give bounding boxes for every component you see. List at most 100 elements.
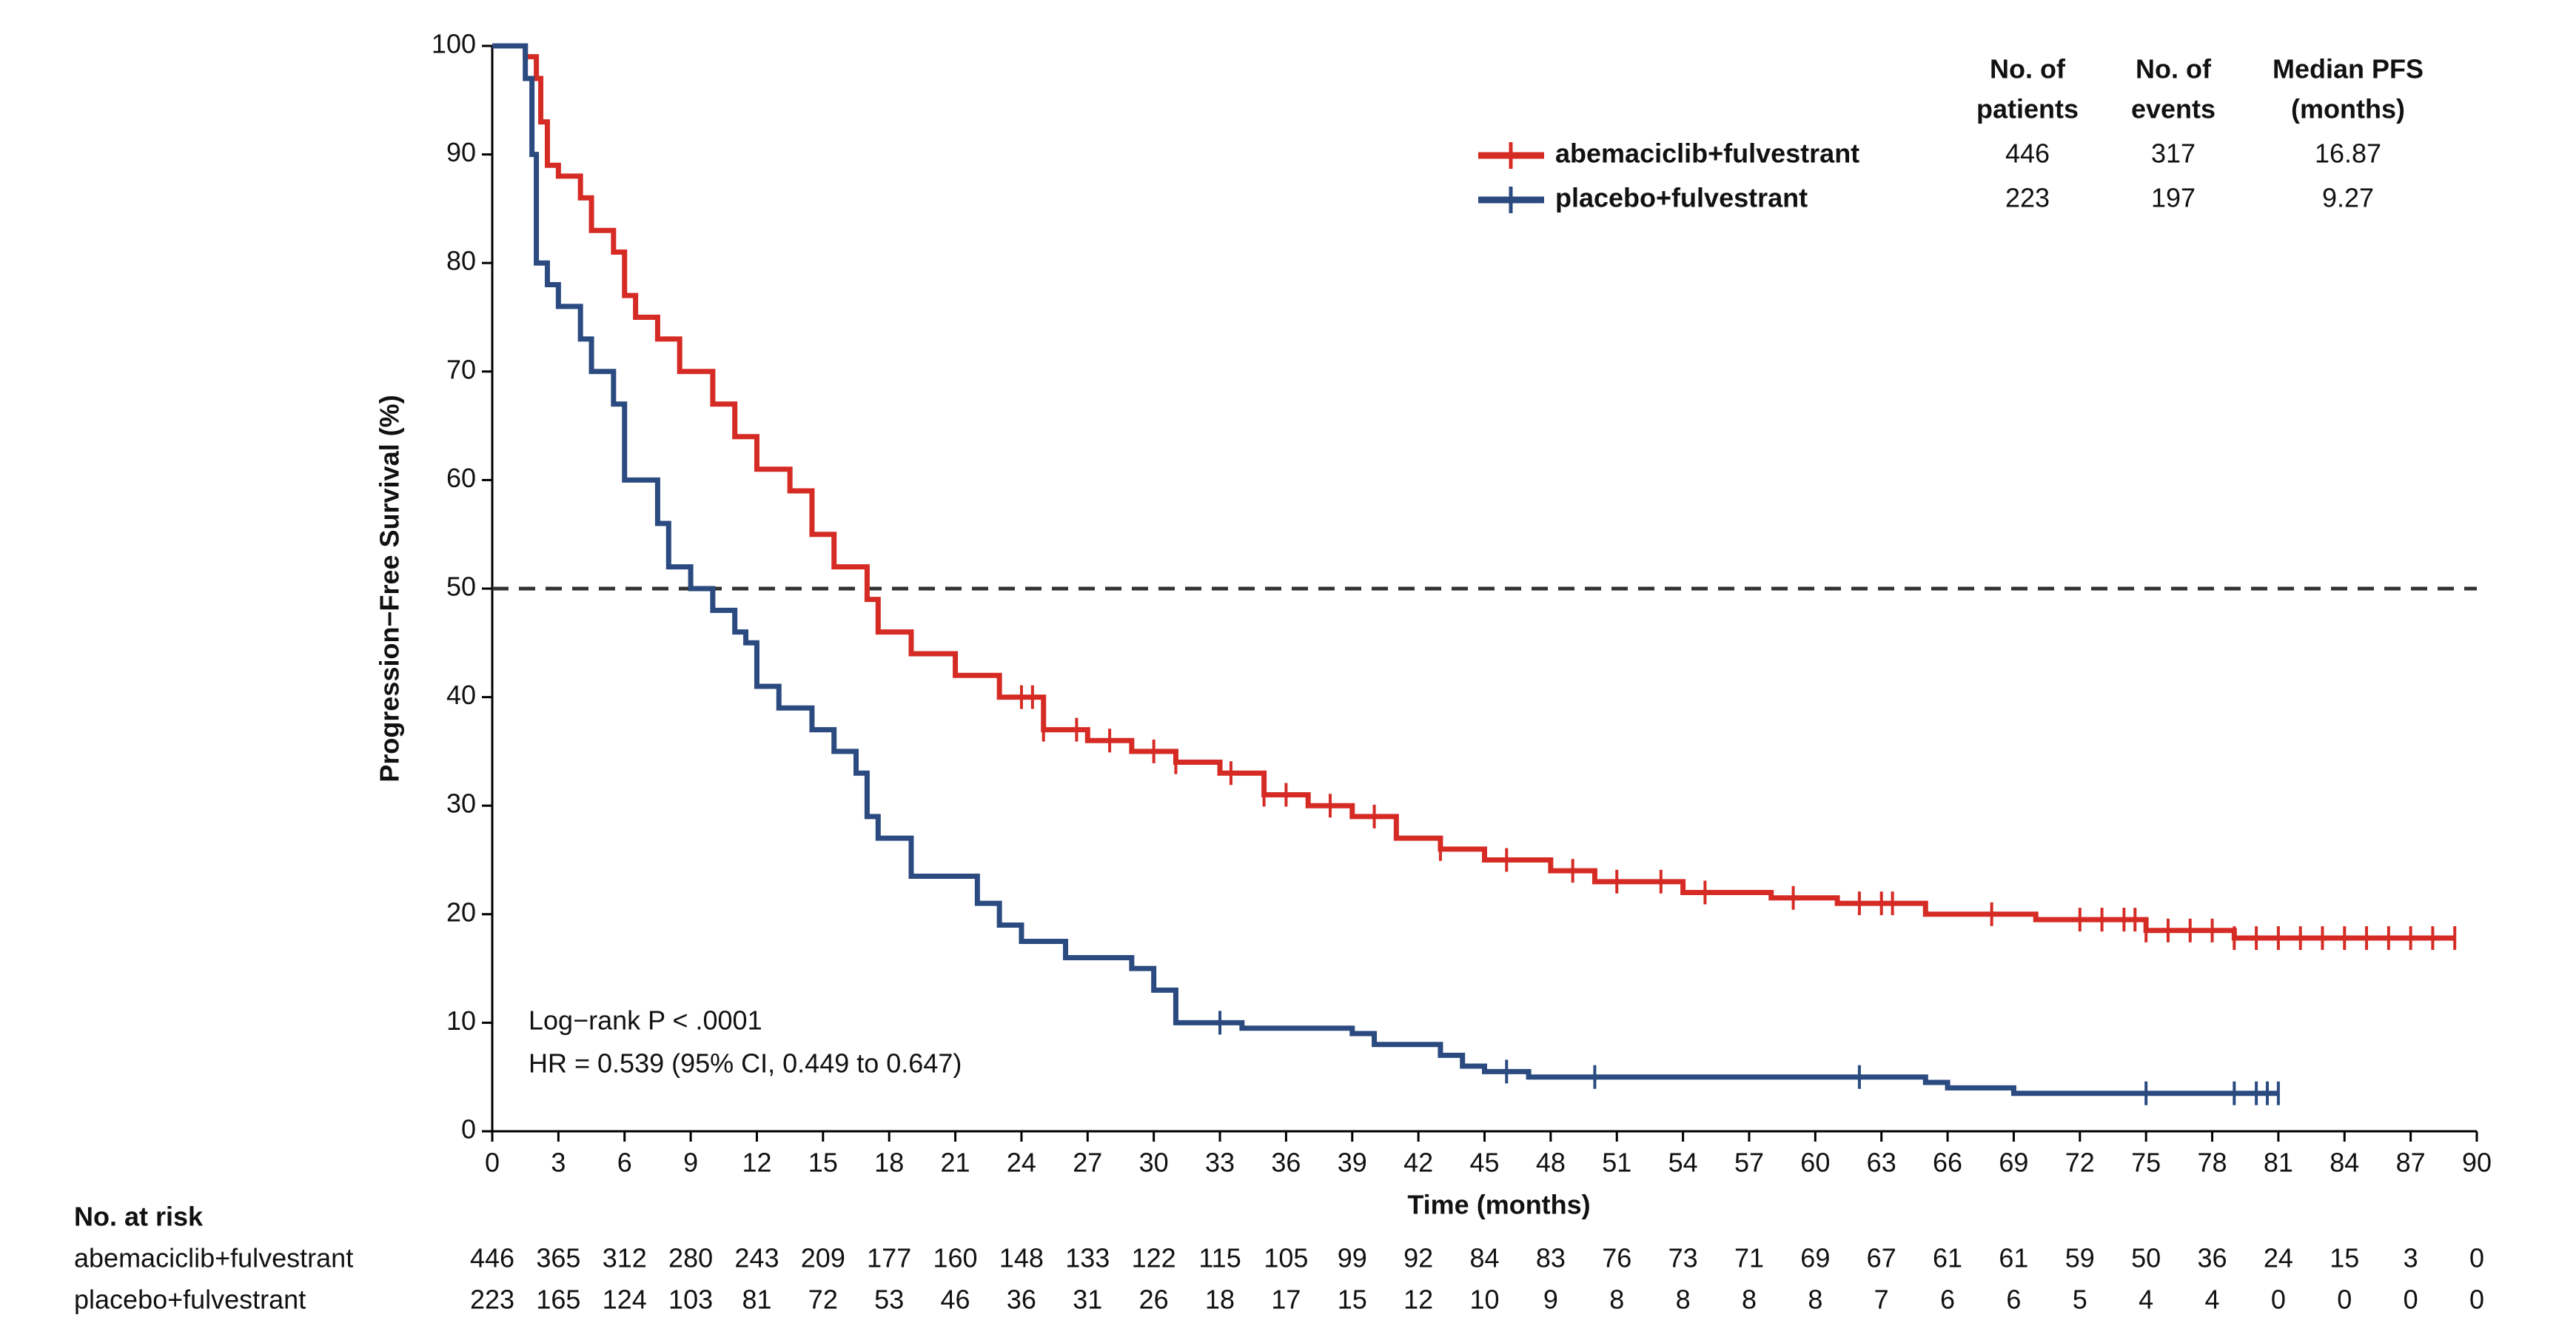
x-tick-label: 81 [2264, 1148, 2293, 1178]
risk-count: 124 [603, 1285, 647, 1315]
legend-cell: 446 [2005, 138, 2050, 169]
legend-cell: 317 [2151, 138, 2196, 169]
risk-count: 15 [2330, 1243, 2359, 1273]
x-tick-label: 36 [1271, 1148, 1301, 1178]
risk-count: 0 [2337, 1285, 2352, 1315]
risk-count: 243 [734, 1243, 779, 1273]
x-tick-label: 69 [1999, 1148, 2028, 1178]
legend-header: Median PFS [2273, 54, 2424, 84]
risk-count: 8 [1808, 1285, 1822, 1315]
risk-count: 71 [1734, 1243, 1764, 1273]
x-tick-label: 15 [808, 1148, 838, 1178]
risk-count: 61 [1933, 1243, 1962, 1273]
risk-count: 3 [2404, 1243, 2418, 1273]
x-tick-label: 12 [742, 1148, 771, 1178]
legend-header: (months) [2291, 94, 2405, 124]
x-tick-label: 21 [941, 1148, 970, 1178]
risk-count: 105 [1264, 1243, 1308, 1273]
risk-count: 4 [2205, 1285, 2220, 1315]
risk-count: 83 [1536, 1243, 1566, 1273]
x-tick-label: 90 [2462, 1148, 2492, 1178]
km-curve [492, 43, 2278, 1096]
legend-header: events [2131, 94, 2216, 124]
risk-count: 53 [874, 1285, 904, 1315]
x-tick-label: 42 [1403, 1148, 1433, 1178]
y-axis-label: Progression−Free Survival (%) [375, 395, 405, 782]
x-tick-label: 48 [1536, 1148, 1566, 1178]
risk-count: 115 [1198, 1243, 1241, 1273]
risk-count: 46 [941, 1285, 970, 1315]
risk-count: 5 [2073, 1285, 2087, 1315]
risk-count: 365 [536, 1243, 580, 1273]
y-tick-label: 50 [446, 572, 476, 602]
km-curve [492, 43, 2455, 941]
risk-count: 92 [1403, 1243, 1433, 1273]
y-tick-label: 40 [446, 680, 476, 710]
risk-count: 31 [1073, 1285, 1102, 1315]
x-tick-label: 33 [1205, 1148, 1235, 1178]
risk-count: 280 [668, 1243, 713, 1273]
x-tick-label: 24 [1007, 1148, 1036, 1178]
legend-header: No. of [2136, 54, 2212, 84]
risk-count: 0 [2469, 1285, 2484, 1315]
x-tick-label: 0 [485, 1148, 500, 1178]
x-tick-label: 6 [617, 1148, 632, 1178]
x-tick-label: 39 [1338, 1148, 1367, 1178]
x-tick-label: 75 [2131, 1148, 2161, 1178]
risk-count: 6 [2006, 1285, 2021, 1315]
legend-label: abemaciclib+fulvestrant [1555, 138, 1859, 169]
risk-count: 0 [2271, 1285, 2286, 1315]
legend-header: No. of [1990, 54, 2066, 84]
risk-count: 165 [536, 1285, 580, 1315]
risk-count: 160 [933, 1243, 978, 1273]
risk-count: 223 [470, 1285, 514, 1315]
x-tick-label: 84 [2330, 1148, 2359, 1178]
risk-count: 7 [1874, 1285, 1889, 1315]
legend-cell: 197 [2151, 183, 2196, 213]
y-tick-label: 60 [446, 463, 476, 493]
x-tick-label: 30 [1139, 1148, 1169, 1178]
x-tick-label: 57 [1734, 1148, 1764, 1178]
risk-row-label: abemaciclib+fulvestrant [74, 1243, 353, 1273]
risk-count: 8 [1676, 1285, 1691, 1315]
y-tick-label: 20 [446, 897, 476, 927]
risk-count: 67 [1867, 1243, 1896, 1273]
risk-count: 99 [1338, 1243, 1367, 1273]
risk-count: 17 [1271, 1285, 1301, 1315]
legend-label: placebo+fulvestrant [1555, 183, 1808, 213]
x-tick-label: 45 [1469, 1148, 1499, 1178]
risk-count: 50 [2131, 1243, 2161, 1273]
annotation: HR = 0.539 (95% CI, 0.449 to 0.647) [529, 1048, 962, 1079]
risk-count: 76 [1602, 1243, 1631, 1273]
risk-count: 133 [1065, 1243, 1110, 1273]
x-tick-label: 63 [1867, 1148, 1896, 1178]
risk-count: 73 [1668, 1243, 1698, 1273]
risk-count: 24 [2264, 1243, 2293, 1273]
risk-count: 84 [1469, 1243, 1499, 1273]
y-tick-label: 70 [446, 354, 476, 384]
legend-cell: 16.87 [2315, 138, 2381, 169]
y-tick-label: 100 [432, 29, 476, 59]
legend-cell: 9.27 [2322, 183, 2374, 213]
x-tick-label: 9 [683, 1148, 698, 1178]
x-tick-label: 60 [1800, 1148, 1830, 1178]
risk-count: 12 [1403, 1285, 1433, 1315]
y-tick-label: 80 [446, 246, 476, 276]
x-tick-label: 66 [1933, 1148, 1962, 1178]
y-tick-label: 30 [446, 788, 476, 819]
annotation: Log−rank P < .0001 [529, 1005, 762, 1036]
x-tick-label: 27 [1073, 1148, 1102, 1178]
x-tick-label: 78 [2198, 1148, 2227, 1178]
x-tick-label: 3 [551, 1148, 566, 1178]
risk-count: 446 [470, 1243, 514, 1273]
risk-count: 103 [668, 1285, 713, 1315]
risk-count: 148 [999, 1243, 1044, 1273]
risk-count: 4 [2139, 1285, 2153, 1315]
risk-count: 177 [867, 1243, 911, 1273]
risk-count: 209 [801, 1243, 845, 1273]
risk-count: 18 [1205, 1285, 1235, 1315]
x-tick-label: 87 [2396, 1148, 2426, 1178]
x-tick-label: 18 [874, 1148, 904, 1178]
